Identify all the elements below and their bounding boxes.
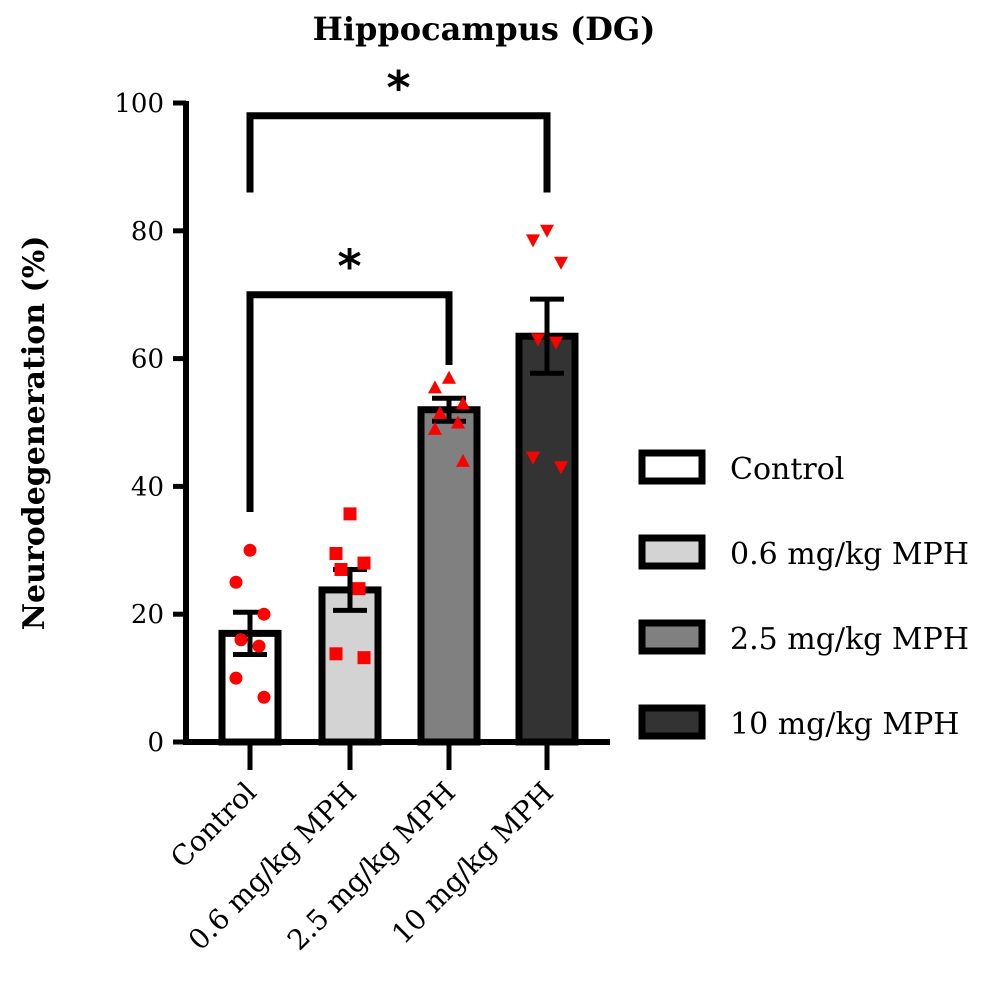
data-point <box>442 370 456 384</box>
data-point <box>526 234 540 248</box>
significance-bracket <box>246 291 453 512</box>
legend-label: Control <box>730 452 844 487</box>
data-point <box>554 256 568 270</box>
y-tick-label: 60 <box>131 345 164 375</box>
data-point <box>252 639 266 653</box>
data-point <box>329 647 343 661</box>
data-point <box>229 671 243 685</box>
legend: Control 0.6 mg/kg MPH 2.5 mg/kg MPH 10 mg/k… <box>638 449 969 742</box>
data-point <box>456 453 470 467</box>
data-point <box>257 690 271 704</box>
data-point <box>357 651 371 665</box>
data-point <box>526 451 540 465</box>
data-point <box>229 575 243 589</box>
x-tick-label: 0.6 mg/kg MPH <box>182 776 363 957</box>
significance-star: * <box>386 61 410 115</box>
data-point <box>428 421 442 435</box>
data-points <box>229 224 568 704</box>
bar <box>515 332 579 746</box>
y-axis-label: Neurodegeneration (%) <box>17 236 52 631</box>
x-tick-label: Control <box>164 776 263 875</box>
y-tick-label: 20 <box>131 600 164 630</box>
bar <box>417 406 481 746</box>
data-point <box>531 333 545 347</box>
significance-bracket <box>246 112 551 193</box>
bar <box>318 586 382 746</box>
y-tick-label: 0 <box>147 728 164 758</box>
data-point <box>433 405 447 419</box>
legend-swatch <box>638 449 706 485</box>
error-bars <box>233 296 564 657</box>
y-tick-label: 100 <box>114 89 164 119</box>
significance-star: * <box>337 240 361 294</box>
data-point <box>549 336 563 350</box>
data-point <box>428 380 442 394</box>
legend-label: 2.5 mg/kg MPH <box>730 622 969 657</box>
y-tick-label: 80 <box>131 217 164 247</box>
data-point <box>554 461 568 475</box>
data-point <box>540 224 554 238</box>
data-point <box>451 415 465 429</box>
legend-label: 10 mg/kg MPH <box>730 707 959 742</box>
data-point <box>357 556 371 570</box>
legend-label: 0.6 mg/kg MPH <box>730 537 969 572</box>
legend-swatch <box>638 619 706 655</box>
data-point <box>243 543 257 557</box>
data-point <box>352 582 366 596</box>
data-point <box>456 396 470 410</box>
data-point <box>234 633 248 647</box>
x-tick-label: 2.5 mg/kg MPH <box>281 776 462 957</box>
legend-swatch <box>638 704 706 740</box>
significance-annotations: ** <box>246 61 551 512</box>
data-point <box>257 607 271 621</box>
y-tick-label: 40 <box>131 472 164 502</box>
bars <box>218 332 579 746</box>
data-point <box>343 507 357 521</box>
legend-swatch <box>638 534 706 570</box>
data-point <box>334 562 348 576</box>
data-point <box>329 546 343 560</box>
chart-title: Hippocampus (DG) <box>313 10 656 48</box>
